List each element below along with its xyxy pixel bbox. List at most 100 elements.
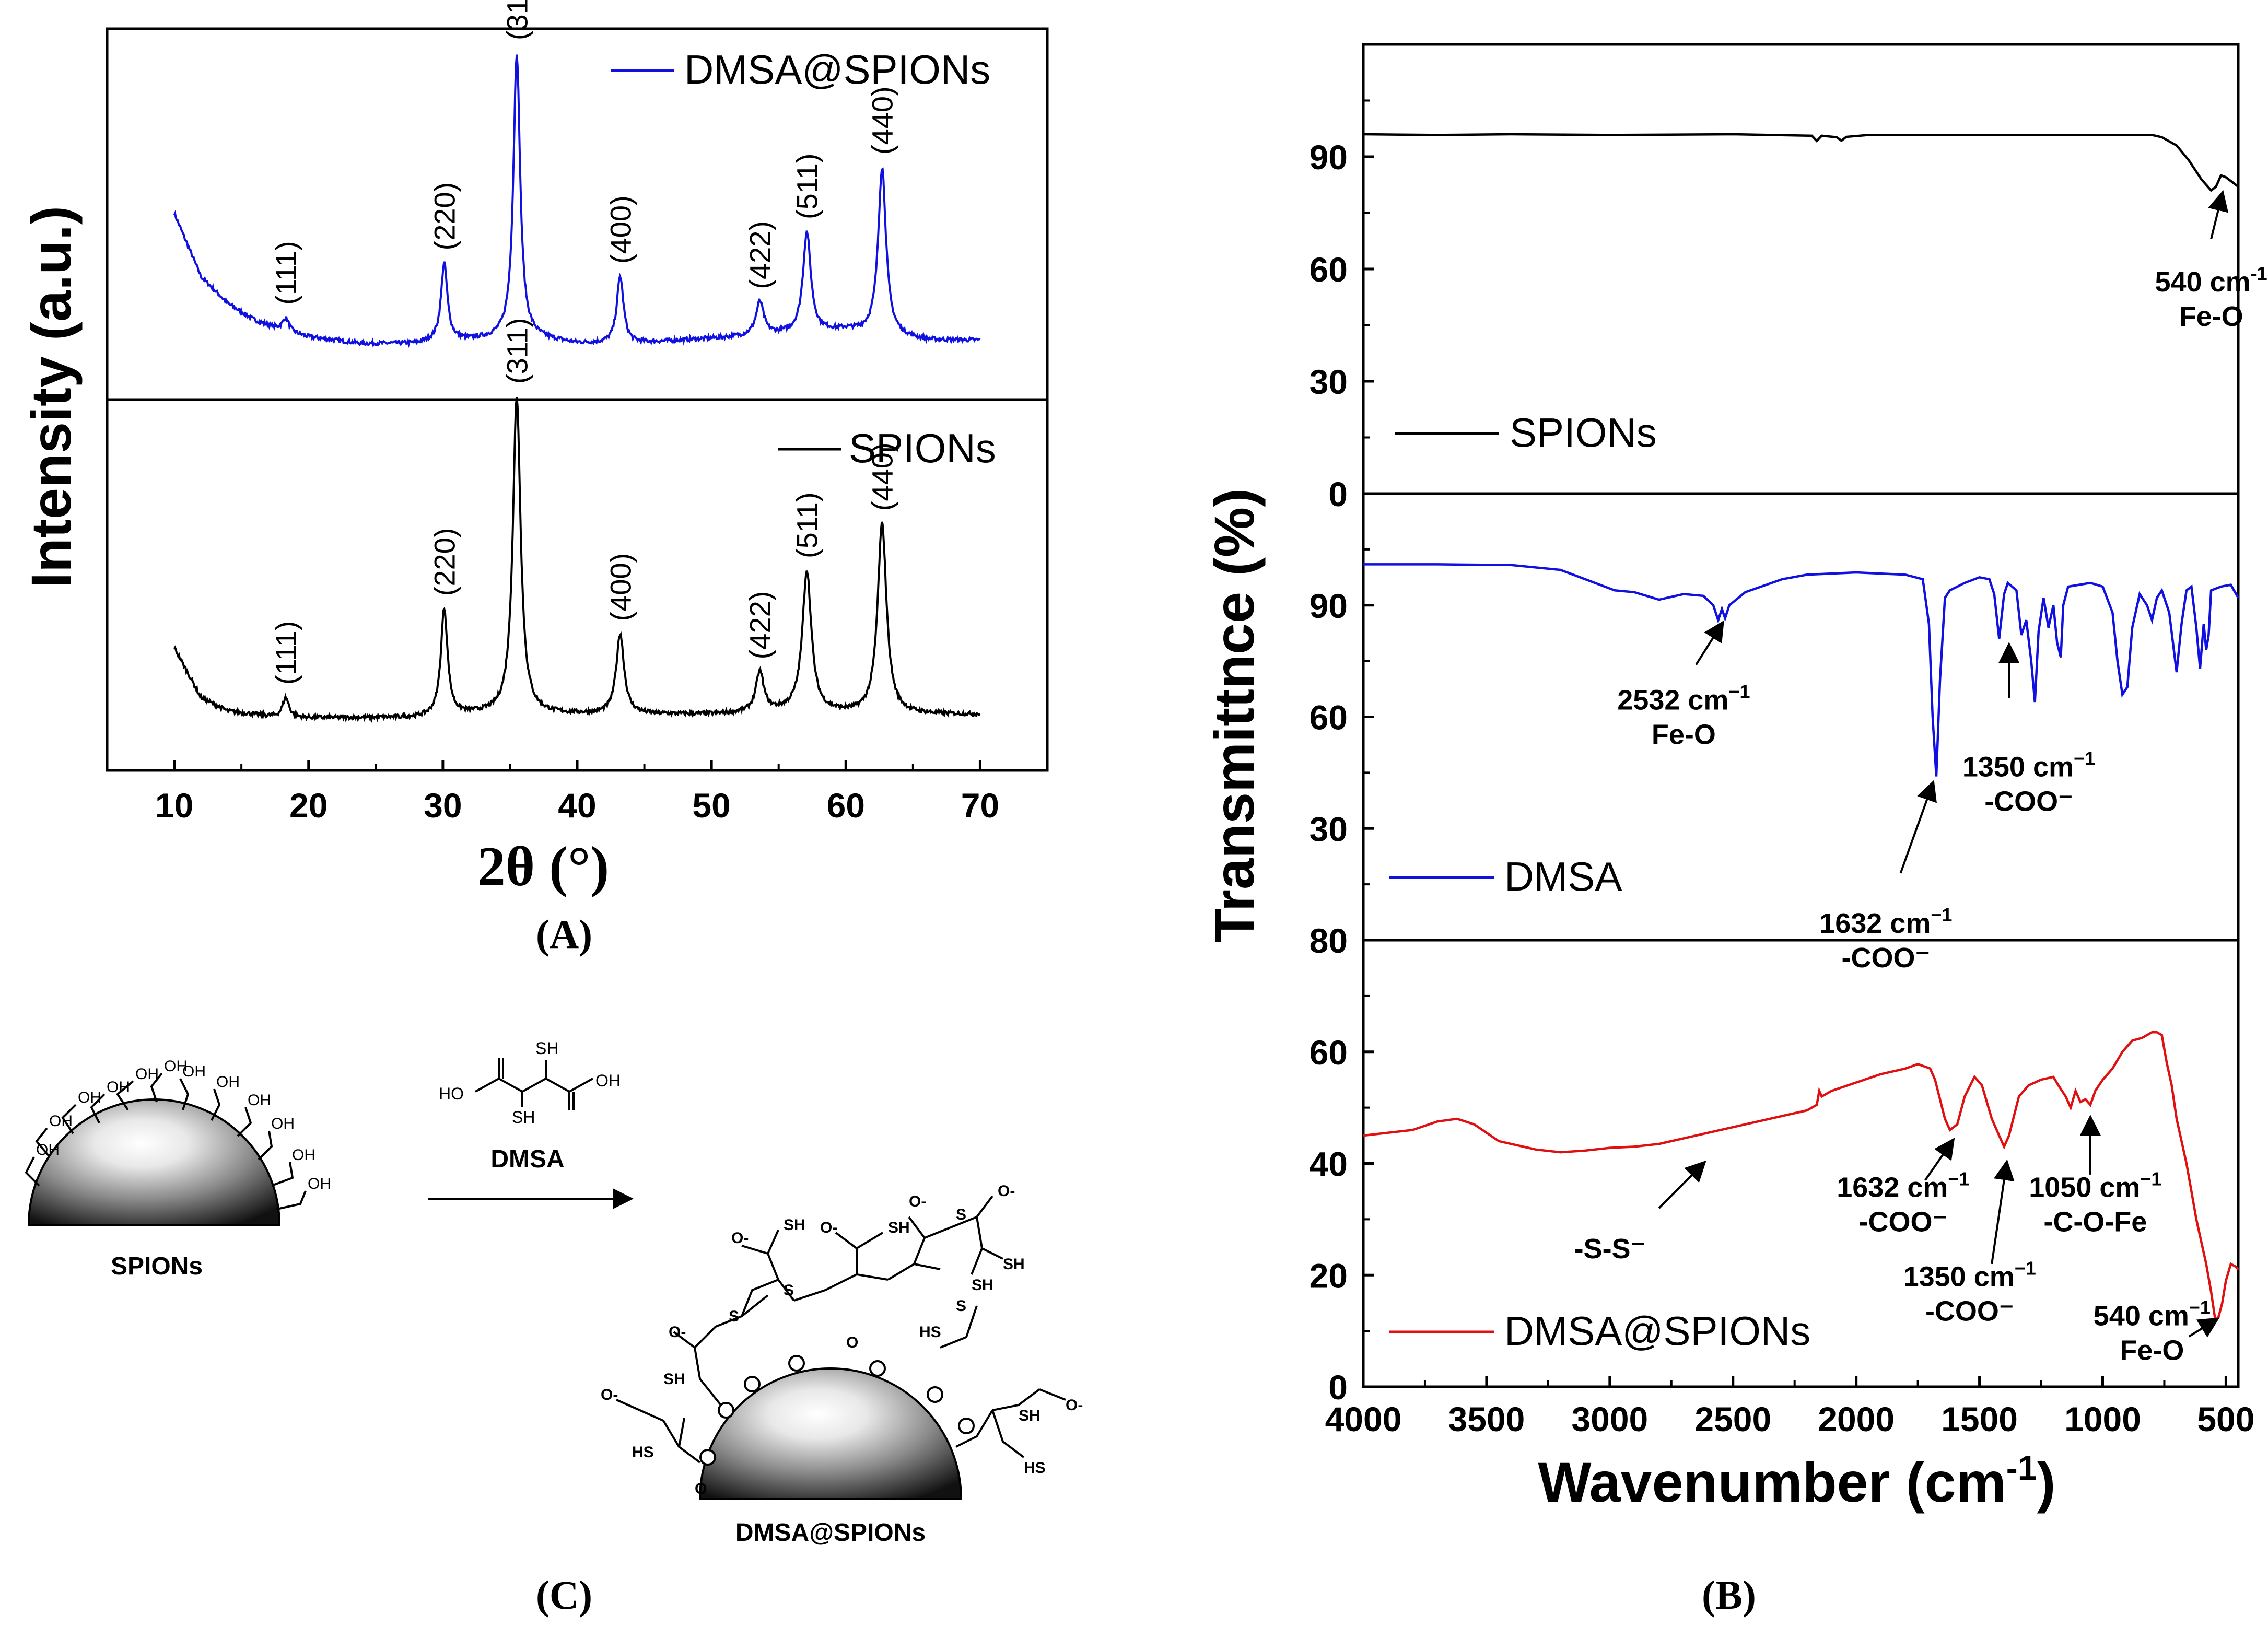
- xrd-line-0: [173, 54, 981, 348]
- ftir-annotation-1-1: 1632 cm−1: [1819, 904, 1952, 939]
- ftir-xtick-label-2000: 2000: [1818, 1400, 1895, 1438]
- oh-label-3: OH: [135, 1066, 159, 1083]
- oh-chain-9: [271, 1162, 294, 1187]
- dmsa-ligand-labels: O- O- S S O- SH O- SH O- S O- SH S SH SH HS O SH O- HS HS O: [601, 1183, 1083, 1497]
- ftir-y-axis-title: Transmittnce (%): [1202, 488, 1266, 943]
- xrd-chart: (111) (220) (311) (400) (422) (511) (440) (111)…: [19, 0, 1049, 957]
- ftir-xtick-label-3000: 3000: [1571, 1400, 1648, 1438]
- oh-label-4: OH: [164, 1058, 188, 1075]
- ligand-label-1: O-: [669, 1324, 686, 1341]
- ftir-line-0: [1363, 133, 2239, 192]
- ligand-bond-8: [793, 1273, 889, 1302]
- xrd-y-axis-title: Intensity (a.u.): [19, 206, 83, 588]
- panel-label-c: (C): [536, 1572, 592, 1618]
- carboxylate-oxygen-0: [718, 1402, 734, 1419]
- ftir-annotation-arrow-1-1: [1899, 780, 1937, 874]
- xrd-line-1: [173, 397, 981, 723]
- oh-label-9: OH: [292, 1146, 315, 1164]
- xrd-series-spions: [173, 397, 981, 723]
- oh-chain-5: [179, 1078, 190, 1110]
- ligand-bond-2: [616, 1399, 640, 1411]
- ftir-annotation-line2-2-1: -COO⁻: [1859, 1207, 1948, 1238]
- xrd-hkl-1-6: (440): [866, 442, 899, 511]
- oh-label-8: OH: [271, 1115, 295, 1132]
- ligand-label-2: S: [729, 1308, 739, 1325]
- xrd-hkl-0-4: (422): [744, 221, 777, 289]
- carboxylate-oxygen-4: [927, 1386, 943, 1403]
- xrd-xtick-label-70: 70: [961, 786, 999, 825]
- carboxylate-oxygen-6: [699, 1449, 716, 1466]
- xrd-hkl-0-3: (400): [604, 195, 637, 264]
- ftir-annotation-arrow-2-2: [1991, 1159, 2015, 1265]
- ftir-annotation-line2-0-0: Fe-O: [2179, 301, 2243, 332]
- ftir-annotation-arrow-2-4: [2188, 1317, 2220, 1338]
- xrd-hkl-0-6: (440): [866, 86, 899, 155]
- xrd-xtick-label-40: 40: [558, 786, 596, 825]
- ligand-label-10: O-: [998, 1183, 1015, 1200]
- ligand-bond-1: [678, 1418, 685, 1447]
- oh-label-11: OH: [36, 1141, 60, 1158]
- carboxylate-oxygen-1: [744, 1376, 761, 1392]
- ligand-label-11: SH: [1003, 1256, 1025, 1273]
- ftir-annotation-2-1: 1632 cm−1: [1837, 1168, 1969, 1203]
- xrd-hkl-0-5: (511): [791, 153, 824, 219]
- ligand-label-12: S: [956, 1297, 966, 1315]
- xrd-series-dmsa-spions: [173, 54, 981, 348]
- xrd-hkl-1-0: (111): [270, 621, 302, 685]
- carboxylate-oxygen-5: [958, 1418, 975, 1434]
- ftir-xtick-label-1000: 1000: [2064, 1400, 2141, 1438]
- ftir-series-dmsa: [1363, 563, 2239, 777]
- ligand-label-16: O: [695, 1480, 707, 1497]
- oh-chain-1: [61, 1104, 77, 1134]
- ftir-ytick-label-1-0: 0: [1328, 921, 1348, 960]
- ligand-label-0: O-: [601, 1386, 618, 1403]
- ligand-label-7: SH: [888, 1219, 910, 1236]
- spion-particle-product: [698, 1367, 963, 1500]
- ftir-ytick-label-0-0: 0: [1328, 475, 1348, 513]
- xrd-hkl-0-0: (111): [270, 241, 302, 305]
- oh-chain-2: [90, 1093, 106, 1123]
- ligand-bond-9: [835, 1232, 858, 1274]
- ftir-annotation-2-2: 1350 cm−1: [1903, 1258, 2036, 1293]
- dmsa-reagent-label: DMSA: [490, 1145, 564, 1173]
- ftir-ytick-label-0-30: 30: [1310, 362, 1348, 401]
- xrd-hkl-1-1: (220): [428, 528, 461, 596]
- ligand-bond-7: [767, 1230, 779, 1254]
- ftir-annotation-2-4: 540 cm−1: [2094, 1296, 2211, 1331]
- dmsa-structure: [475, 1058, 593, 1110]
- ligand-bond-10: [856, 1232, 884, 1249]
- ftir-annotation-line2-2-4: Fe-O: [2120, 1335, 2184, 1366]
- xrd-xtick-label-60: 60: [827, 786, 865, 825]
- ligand-bond-0: [639, 1409, 701, 1464]
- ftir-x-axis-title-main: Wavenumber (cm: [1538, 1450, 2006, 1514]
- ligand-bond-17: [940, 1305, 978, 1349]
- ftir-annotation-arrow-1-0: [1695, 620, 1724, 665]
- xrd-legend-spions: SPIONs: [849, 425, 996, 471]
- ftir-ytick-label-2-20: 20: [1310, 1256, 1348, 1295]
- ftir-x-axis-title-end: ): [2037, 1450, 2055, 1514]
- ftir-x-axis-title-sup: -1: [2006, 1448, 2037, 1487]
- ftir-annotation-1-0: 2532 cm−1: [1617, 681, 1750, 716]
- ligand-label-13: SH: [972, 1277, 993, 1294]
- dmsa-spions-product-label: DMSA@SPIONs: [735, 1519, 926, 1547]
- carboxylate-oxygen-3: [869, 1360, 886, 1377]
- xrd-xtick-label-10: 10: [155, 786, 193, 825]
- oh-chain-4: [150, 1072, 163, 1103]
- oh-chain-0: [35, 1127, 51, 1158]
- oh-label-6: OH: [216, 1073, 240, 1091]
- ftir-series-spions: [1363, 133, 2239, 192]
- xrd-xtick-label-20: 20: [289, 786, 328, 825]
- xrd-x-axis-title: 2θ (°): [477, 836, 610, 898]
- panel-label-b: (B): [1702, 1572, 1756, 1618]
- ligand-bond-13: [908, 1216, 926, 1239]
- ftir-series-dmsa-spions: [1363, 1031, 2239, 1322]
- xrd-hkl-1-3: (400): [604, 553, 637, 622]
- ftir-ytick-label-2-80: 80: [1310, 921, 1348, 960]
- ligand-label-15: HS: [632, 1444, 654, 1461]
- ligand-label-21: O: [846, 1334, 858, 1351]
- ftir-annotation-line2-2-3: -C-O-Fe: [2043, 1207, 2147, 1238]
- ftir-annotation-line2-2-2: -COO⁻: [1925, 1296, 2014, 1327]
- ftir-legend-spions: SPIONs: [1510, 409, 1657, 455]
